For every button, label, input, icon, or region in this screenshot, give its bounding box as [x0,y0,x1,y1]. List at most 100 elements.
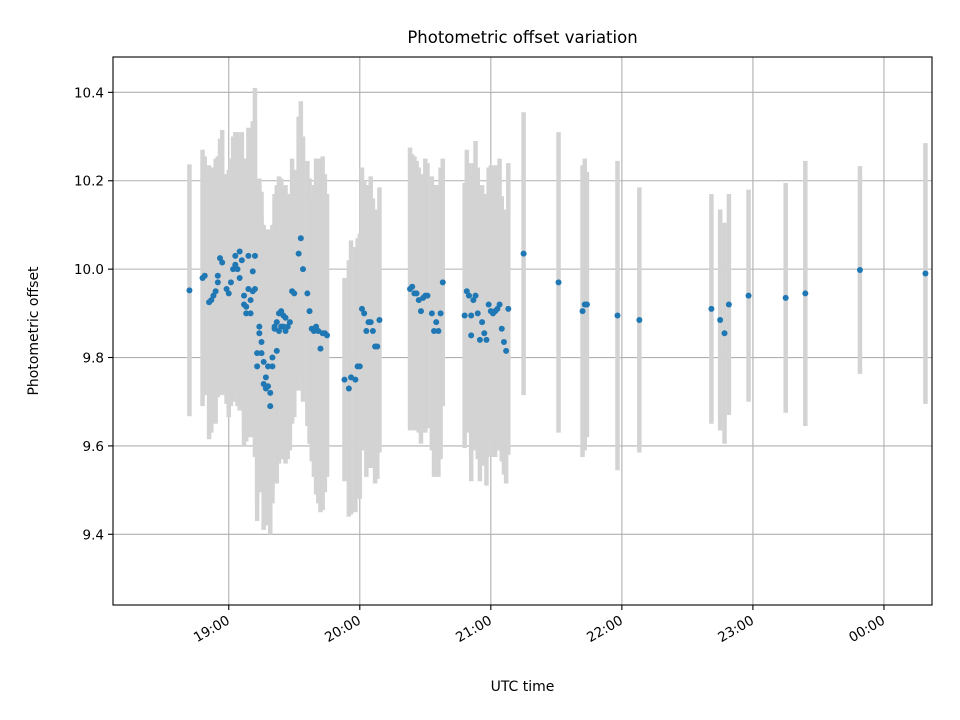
data-point [256,323,263,330]
data-point [409,283,416,290]
y-tick-label: 10.4 [74,85,104,101]
data-point [260,358,267,365]
data-point [269,354,276,361]
data-point [922,270,929,277]
data-point [258,350,265,357]
data-point [725,301,732,308]
data-point [439,279,446,286]
data-point [236,248,243,255]
data-point [251,286,258,293]
y-axis: 9.4 9.6 9.8 10.0 10.2 10.4 [74,85,113,543]
data-point [214,279,221,286]
data-point [243,303,250,310]
data-point [745,292,752,299]
data-point [186,287,193,294]
data-point [435,328,442,334]
data-point [243,310,250,317]
data-point [433,319,440,326]
data-point [227,279,234,286]
data-point [282,314,289,321]
data-point [472,292,479,299]
data-point [232,252,239,259]
data-point [474,310,481,317]
data-point [376,316,383,323]
data-point [267,403,274,410]
data-point [483,336,490,343]
data-point [520,250,527,257]
data-point [212,288,219,295]
data-point [241,292,248,299]
data-points [186,235,929,410]
data-point [367,319,374,326]
data-point [352,376,359,383]
data-point [219,259,226,266]
chart-title: Photometric offset variation [407,28,637,47]
data-point [247,297,254,304]
data-point [503,347,510,354]
data-point [262,374,269,381]
data-point [256,330,263,337]
x-tick-label: 00:00 [846,613,888,646]
data-point [614,312,621,319]
y-tick-label: 9.4 [83,527,104,543]
data-point [225,290,232,297]
data-point [297,235,304,242]
data-point [431,328,438,334]
data-point [413,290,420,297]
data-point [708,305,715,312]
data-point [363,328,370,334]
data-point [324,332,331,339]
data-point [286,319,293,326]
data-point [369,328,376,334]
y-axis-label: Photometric offset [26,266,42,396]
data-point [481,330,488,337]
data-point [201,272,208,279]
data-point [555,279,562,286]
data-point [500,339,507,346]
data-point [476,336,483,343]
data-point [721,330,728,337]
x-tick-label: 21:00 [453,613,495,646]
data-point [300,266,307,273]
data-point [498,325,505,332]
data-point [317,345,324,352]
data-point [269,363,276,370]
data-point [424,292,431,299]
data-point [485,301,492,308]
data-point [249,268,256,275]
x-tick-label: 20:00 [322,613,364,646]
x-tick-label: 22:00 [584,613,626,646]
data-point [468,312,475,319]
data-point [306,308,313,315]
data-point [345,385,352,392]
data-point [341,376,348,383]
y-tick-label: 10.0 [74,262,104,278]
data-point [505,305,512,312]
data-point [717,316,724,323]
data-point [437,310,444,317]
data-point [265,383,272,390]
data-point [267,389,274,396]
data-point [273,347,280,354]
y-tick-label: 9.6 [83,439,104,455]
x-axis-label: UTC time [491,679,555,695]
data-point [465,292,472,299]
y-tick-label: 9.8 [83,351,104,367]
x-tick-label: 23:00 [715,613,757,646]
errorbars [187,87,928,535]
data-point [636,316,643,323]
data-point [304,290,311,297]
data-point [245,252,252,259]
data-point [234,266,241,273]
data-point [856,267,863,274]
y-tick-label: 10.2 [74,174,104,190]
plot-frame [112,56,933,606]
data-point [236,274,243,281]
data-point [265,363,272,370]
x-tick-label: 19:00 [191,613,233,646]
data-point [214,272,221,279]
data-point [356,363,363,370]
data-point [251,252,258,259]
data-point [238,257,245,264]
